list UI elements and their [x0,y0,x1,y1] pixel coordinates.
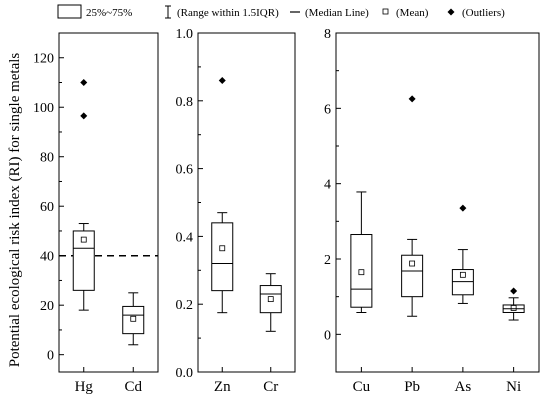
mean-marker [219,245,226,252]
iqr-box [72,230,95,291]
iqr-box [211,222,234,292]
outlier-point [218,76,226,84]
x-category-label: Ni [506,379,521,395]
y-tick-label: 8 [324,27,331,42]
box-as [451,204,474,304]
y-tick-label: 120 [33,52,54,67]
legend-label-whisker: (Range within 1.5IQR) [177,7,279,19]
y-tick-label: 4 [324,178,331,193]
y-tick-label: 0.8 [176,95,194,110]
iqr-box [122,305,145,335]
x-category-label: Pb [404,379,420,395]
box-ni [502,287,525,321]
legend-label-box: 25%~75% [86,7,132,19]
x-category-label: Cr [263,379,278,395]
box-cd [122,292,145,346]
panel-cu-pb-as-ni: 0 2 4 6 8 Cu Pb As Ni [324,27,540,395]
mean-marker [130,315,137,322]
y-tick-label: 100 [33,101,54,116]
outlier-point [510,287,518,295]
panel-zn-cr: 0.0 0.2 0.4 0.6 0.8 1.0 Zn Cr [176,27,296,395]
iqr-box [401,254,424,298]
mean-marker [409,260,416,267]
legend: 25%~75% (Range within 1.5IQR) (Median Li… [57,4,505,19]
panel-hg-cd: 0 20 40 60 80 100 120 Hg Cd [33,32,159,395]
y-tick-label: 0.6 [176,163,194,178]
legend-label-median: (Median Line) [305,7,369,19]
outlier-point [408,95,416,103]
box-cu [350,191,373,313]
x-category-label: Hg [75,379,94,395]
x-category-label: Cd [124,379,142,395]
legend-label-mean: (Mean) [396,7,429,19]
box-zn [211,76,234,314]
box-pb [401,95,424,317]
mean-marker [267,296,274,303]
x-category-label: As [455,379,472,395]
legend-mean-swatch [382,8,389,15]
y-tick-label: 1.0 [176,27,194,42]
plot-frame [197,32,296,373]
y-axis-label: Potential ecological risk index (RI) for… [7,53,23,368]
y-tick-label: 40 [40,250,54,265]
y-tick-label: 6 [324,102,331,117]
box-cr [259,273,282,332]
legend-whisker-swatch [165,5,171,19]
iqr-box [350,234,373,308]
mean-marker [510,305,517,311]
plot-frame [335,32,540,373]
mean-marker [358,269,365,276]
plot-frame [58,32,159,373]
y-tick-label: 60 [40,200,54,215]
y-tick-label: 2 [324,253,331,268]
mean-marker [459,271,466,278]
outlier-point [80,112,88,120]
y-tick-label: 0.4 [176,230,194,245]
x-category-label: Zn [214,379,231,395]
outlier-point [459,204,467,212]
iqr-box [451,269,474,296]
y-tick-label: 0.2 [176,298,194,313]
y-tick-label: 0 [47,349,54,364]
x-category-label: Cu [353,379,371,395]
mean-marker [80,236,87,243]
y-tick-label: 20 [40,299,54,314]
y-tick-label: 0 [324,328,331,343]
box-hg [72,78,95,311]
iqr-box [259,285,282,314]
legend-outlier-swatch [447,8,455,16]
legend-box-swatch [57,4,82,19]
y-tick-label: 80 [40,151,54,166]
y-tick-label: 0.0 [176,366,194,381]
outlier-point [80,78,88,86]
legend-label-outliers: (Outliers) [462,7,505,19]
